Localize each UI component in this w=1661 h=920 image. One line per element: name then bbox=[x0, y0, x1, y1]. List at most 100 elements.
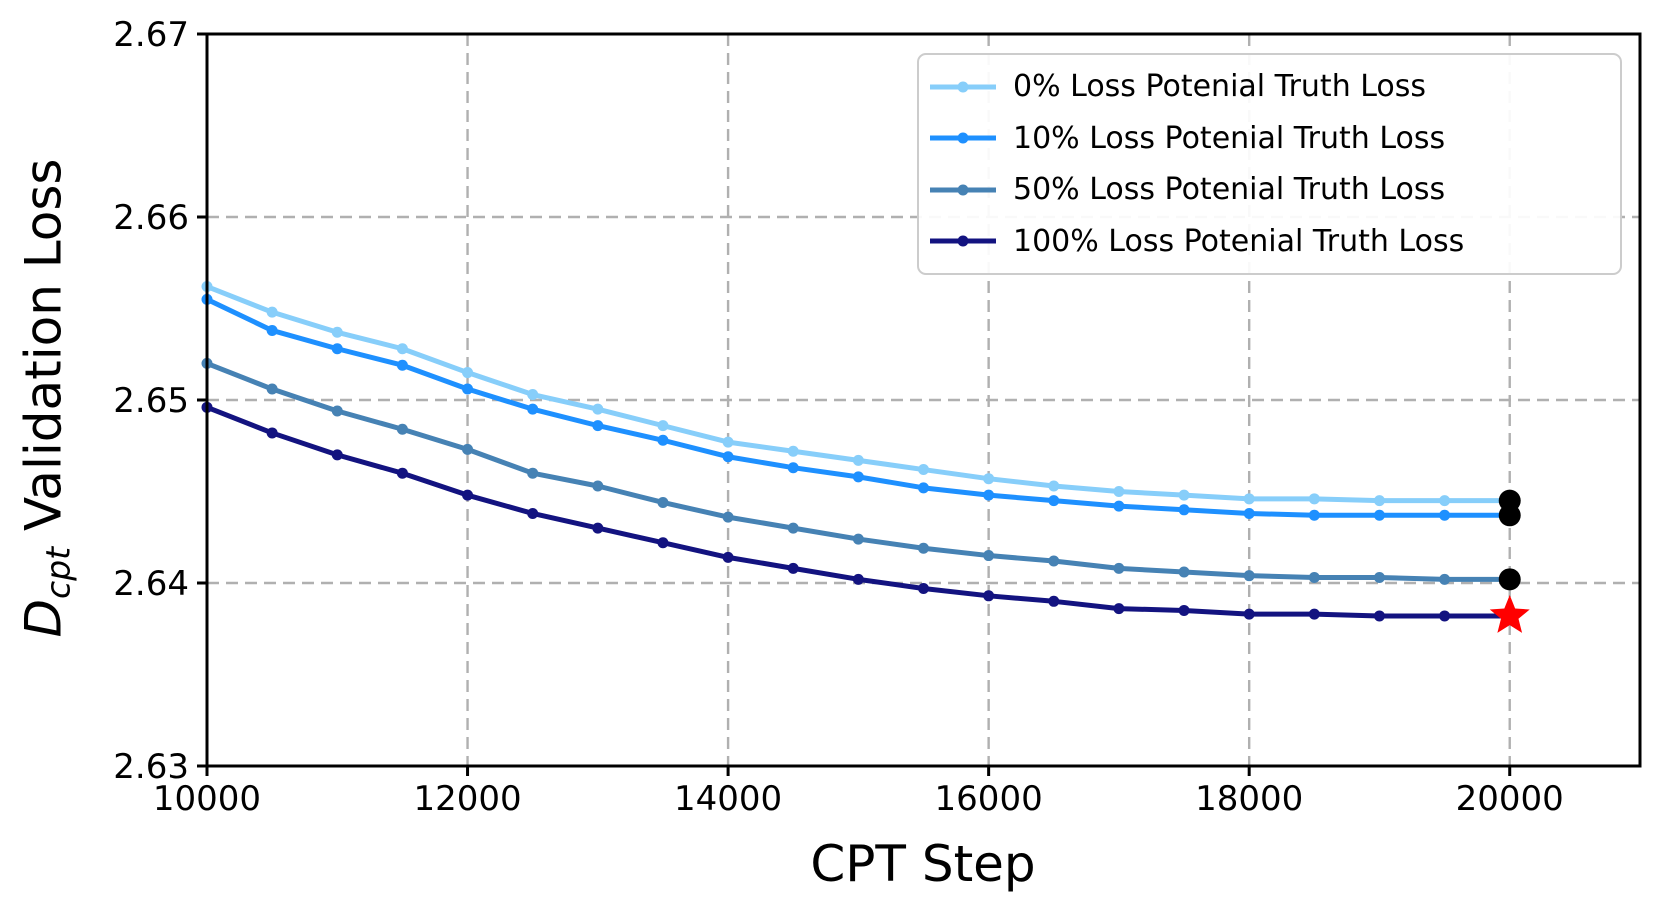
data-point-marker bbox=[787, 522, 799, 534]
data-point-marker bbox=[592, 420, 604, 432]
data-point-marker bbox=[462, 489, 474, 501]
x-tick-label: 20000 bbox=[1456, 779, 1564, 819]
data-point-marker bbox=[722, 436, 734, 448]
data-point-marker bbox=[1048, 495, 1060, 507]
y-axis-label-subscript: cpt bbox=[38, 546, 78, 599]
data-point-marker bbox=[1178, 604, 1190, 616]
data-point-marker bbox=[1178, 489, 1190, 501]
final-step-dot bbox=[1498, 504, 1521, 527]
data-point-marker bbox=[592, 522, 604, 534]
data-point-marker bbox=[852, 471, 864, 483]
x-tick-label: 10000 bbox=[153, 779, 261, 819]
y-tick-label: 2.66 bbox=[113, 198, 189, 238]
data-point-marker bbox=[983, 473, 995, 485]
x-tick-label: 12000 bbox=[413, 779, 521, 819]
legend-line-sample bbox=[930, 81, 996, 93]
data-point-marker bbox=[787, 562, 799, 574]
legend-item: 10% Loss Potenial Truth Loss bbox=[927, 113, 1620, 164]
data-point-marker bbox=[1243, 493, 1255, 505]
final-step-dot bbox=[1498, 568, 1521, 591]
data-point-marker bbox=[722, 511, 734, 523]
legend-item: 100% Loss Potenial Truth Loss bbox=[927, 216, 1620, 267]
data-point-marker bbox=[983, 550, 995, 562]
data-point-marker bbox=[396, 423, 408, 435]
data-point-marker bbox=[266, 383, 278, 395]
data-point-marker bbox=[396, 343, 408, 355]
data-point-marker bbox=[592, 403, 604, 415]
data-point-marker bbox=[266, 427, 278, 439]
data-point-marker bbox=[331, 449, 343, 461]
data-point-marker bbox=[1439, 495, 1451, 507]
legend-line-sample bbox=[930, 132, 996, 144]
data-point-marker bbox=[1308, 608, 1320, 620]
x-tick-label: 18000 bbox=[1195, 779, 1303, 819]
data-point-marker bbox=[1243, 507, 1255, 519]
data-point-marker bbox=[331, 326, 343, 338]
data-point-marker bbox=[1178, 504, 1190, 516]
legend-item: 50% Loss Potenial Truth Loss bbox=[927, 164, 1620, 215]
axes-frame: 10000 12000 14000 16000 18000 20000 2.63 2.64 2.… bbox=[113, 15, 1642, 819]
data-point-marker bbox=[657, 434, 669, 446]
data-point-marker bbox=[266, 324, 278, 336]
data-point-marker bbox=[1048, 595, 1060, 607]
data-point-marker bbox=[1113, 603, 1125, 615]
legend-label: 10% Loss Potenial Truth Loss bbox=[1013, 120, 1446, 156]
data-point-marker bbox=[918, 582, 929, 594]
data-point-marker bbox=[1178, 566, 1190, 578]
data-point-marker bbox=[918, 542, 929, 554]
data-point-marker bbox=[983, 590, 995, 602]
data-point-marker bbox=[1243, 608, 1255, 620]
data-point-marker bbox=[1373, 610, 1385, 622]
legend-label: 50% Loss Potenial Truth Loss bbox=[1013, 172, 1446, 208]
data-point-marker bbox=[1308, 509, 1320, 521]
data-point-marker bbox=[1439, 509, 1451, 521]
series-2 bbox=[201, 357, 1516, 585]
data-point-marker bbox=[852, 533, 864, 545]
data-point-marker bbox=[396, 359, 408, 371]
data-point-marker bbox=[657, 420, 669, 432]
data-point-marker bbox=[852, 454, 864, 466]
data-point-marker bbox=[527, 507, 539, 519]
data-point-marker bbox=[527, 403, 539, 415]
y-tick-label: 2.65 bbox=[113, 381, 189, 421]
data-point-marker bbox=[462, 443, 474, 455]
legend: 0% Loss Potenial Truth Loss 10% Loss Pot… bbox=[917, 53, 1622, 275]
data-point-marker bbox=[657, 496, 669, 508]
legend-label: 100% Loss Potenial Truth Loss bbox=[1013, 223, 1465, 259]
data-point-marker bbox=[1113, 500, 1125, 512]
data-point-marker bbox=[722, 451, 734, 463]
y-axis-label: Dcpt Validation Loss bbox=[14, 159, 77, 638]
data-point-marker bbox=[331, 405, 343, 417]
data-point-marker bbox=[1048, 480, 1060, 492]
data-point-marker bbox=[266, 306, 278, 318]
x-tick-label: 16000 bbox=[935, 779, 1043, 819]
data-point-marker bbox=[1439, 610, 1451, 622]
data-point-marker bbox=[1243, 570, 1255, 582]
data-point-marker bbox=[983, 489, 995, 501]
data-point-marker bbox=[1113, 562, 1125, 574]
data-point-marker bbox=[1113, 486, 1125, 497]
data-point-marker bbox=[1308, 572, 1320, 584]
series-1 bbox=[201, 293, 1516, 521]
data-point-marker bbox=[462, 383, 474, 395]
y-axis-label-rest: Validation Loss bbox=[14, 158, 73, 547]
data-point-marker bbox=[787, 462, 799, 474]
data-point-marker bbox=[722, 551, 734, 563]
data-point-marker bbox=[1373, 572, 1385, 584]
y-tick-label: 2.67 bbox=[113, 15, 189, 55]
data-point-marker bbox=[527, 389, 539, 401]
legend-line-sample bbox=[930, 184, 996, 196]
series-line bbox=[204, 296, 1513, 518]
data-point-marker bbox=[918, 482, 929, 494]
data-point-marker bbox=[396, 467, 408, 479]
data-point-marker bbox=[592, 480, 604, 492]
legend-label: 0% Loss Potenial Truth Loss bbox=[1013, 69, 1427, 105]
data-point-marker bbox=[1308, 493, 1320, 505]
y-tick-label: 2.63 bbox=[113, 747, 189, 787]
legend-item: 0% Loss Potenial Truth Loss bbox=[927, 61, 1620, 112]
data-point-marker bbox=[852, 573, 864, 585]
y-tick-label: 2.64 bbox=[113, 564, 189, 604]
data-point-marker bbox=[1373, 509, 1385, 521]
